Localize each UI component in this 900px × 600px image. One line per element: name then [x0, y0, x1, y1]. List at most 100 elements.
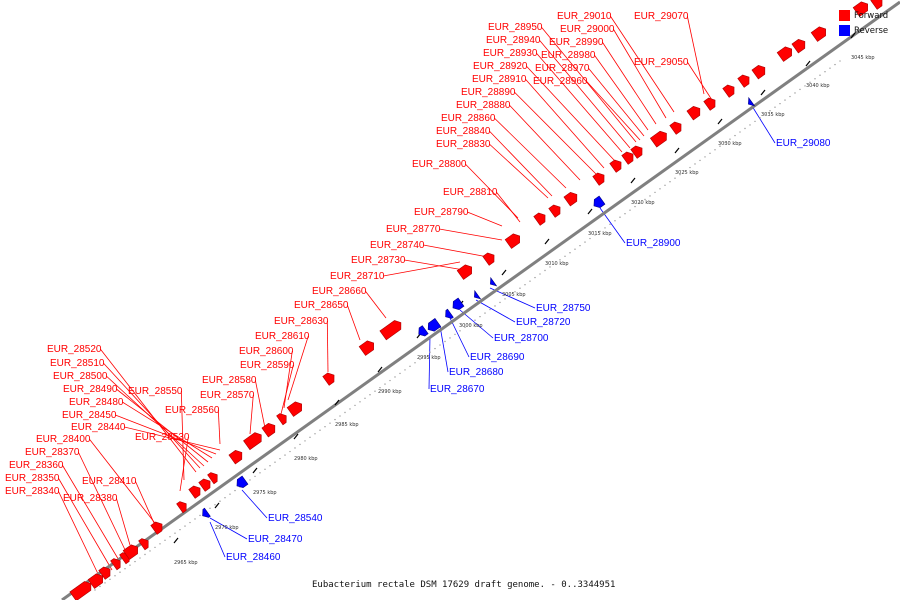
- track-dot: [264, 468, 266, 470]
- track-dot: [474, 319, 476, 321]
- forward-gene-label: EUR_28770: [386, 224, 441, 235]
- track-dot: [199, 514, 201, 517]
- track-dot: [609, 223, 611, 226]
- tick-mark: [630, 177, 636, 184]
- track-dot: [674, 177, 676, 179]
- forward-gene: [150, 521, 163, 535]
- forward-gene: [630, 145, 643, 159]
- reverse-connector: [209, 517, 248, 540]
- track-dot: [454, 333, 456, 336]
- track-dot: [489, 308, 491, 311]
- forward-connector: [423, 244, 489, 258]
- track-dot: [444, 340, 446, 343]
- track-dot: [634, 205, 636, 208]
- track-dot: [739, 131, 741, 133]
- track-dot: [189, 521, 191, 524]
- reverse-gene: [202, 507, 211, 518]
- track-dot: [434, 347, 436, 350]
- forward-gene-label: EUR_29070: [634, 11, 689, 22]
- track-dot: [209, 507, 211, 510]
- forward-gene-label: EUR_28920: [473, 61, 528, 72]
- track-dot: [539, 273, 541, 275]
- tick-label: 3005 kbp: [502, 292, 526, 298]
- track-dot: [94, 589, 96, 591]
- forward-connector: [495, 191, 521, 223]
- forward-gene-label: EUR_28510: [50, 358, 105, 369]
- tick-mark: [544, 238, 550, 245]
- forward-gene-label: EUR_28530: [135, 432, 190, 443]
- legend-forward-label: Forward: [854, 11, 888, 21]
- track-dot: [279, 457, 281, 460]
- track-dot: [179, 528, 181, 531]
- forward-gene-label: EUR_28740: [370, 240, 425, 251]
- forward-gene-label: EUR_28940: [486, 35, 541, 46]
- track-dot: [559, 259, 561, 261]
- reverse-gene-label: EUR_28540: [268, 513, 323, 524]
- track-dot: [139, 557, 141, 559]
- forward-gene: [870, 0, 883, 10]
- track-dot: [394, 376, 396, 378]
- reverse-gene-label: EUR_28680: [449, 367, 504, 378]
- track-dot: [449, 337, 451, 339]
- track-dot: [689, 166, 691, 169]
- tick-label: 3020 kbp: [631, 200, 655, 206]
- forward-connector: [587, 67, 645, 137]
- forward-gene: [852, 1, 868, 17]
- track-dot: [464, 326, 466, 328]
- forward-connector: [686, 15, 705, 95]
- forward-connector: [99, 348, 197, 473]
- forward-connector: [254, 379, 266, 429]
- track-dot: [789, 95, 791, 98]
- tick-mark: [805, 60, 811, 67]
- track-dot: [709, 152, 711, 155]
- reverse-gene-label: EUR_28700: [494, 333, 549, 344]
- forward-connector: [57, 490, 101, 579]
- forward-connector: [509, 104, 581, 181]
- forward-gene: [649, 130, 667, 148]
- track-dot: [799, 88, 801, 91]
- track-dot: [154, 546, 156, 549]
- track-dot: [439, 344, 441, 346]
- reverse-gene-label: EUR_28750: [536, 303, 591, 314]
- track-dot: [749, 124, 751, 126]
- track-dot: [324, 426, 326, 428]
- forward-gene: [98, 566, 111, 580]
- tick-mark: [173, 537, 179, 544]
- forward-gene: [669, 121, 682, 135]
- tick-mark: [850, 32, 856, 39]
- reverse-gene: [452, 297, 465, 310]
- forward-connector: [612, 28, 667, 119]
- forward-gene-label: EUR_28440: [71, 422, 126, 433]
- forward-connector: [346, 304, 361, 341]
- forward-gene-label: EUR_28570: [200, 390, 255, 401]
- track-dot: [494, 305, 496, 307]
- forward-gene-label: EUR_28380: [63, 493, 118, 504]
- track-dot: [804, 85, 806, 87]
- forward-gene-label: EUR_28400: [36, 434, 91, 445]
- tick-mark: [587, 208, 593, 215]
- forward-connector: [116, 388, 209, 463]
- reverse-gene: [490, 276, 498, 287]
- forward-connector: [526, 65, 615, 161]
- tick-label: 3040 kbp: [806, 83, 830, 89]
- track-dot: [229, 493, 231, 495]
- track-dot: [369, 394, 371, 396]
- forward-connector: [525, 78, 605, 169]
- forward-connector: [514, 91, 597, 175]
- forward-gene-label: EUR_28790: [414, 207, 469, 218]
- label-connectors: [57, 15, 776, 579]
- track-dot: [599, 230, 601, 233]
- track-dot: [299, 443, 301, 446]
- forward-gene-label: EUR_28800: [412, 159, 467, 170]
- track-dot: [124, 568, 126, 570]
- forward-gene-label: EUR_28490: [63, 384, 118, 395]
- forward-gene-label: EUR_28950: [488, 22, 543, 33]
- track-dot: [774, 106, 776, 108]
- forward-gene: [776, 46, 792, 62]
- forward-gene: [110, 558, 121, 571]
- track-dot: [414, 362, 416, 364]
- track-dot: [839, 60, 841, 62]
- forward-connector: [489, 143, 549, 199]
- reverse-gene-label: EUR_28470: [248, 534, 303, 545]
- reverse-connector: [449, 317, 470, 358]
